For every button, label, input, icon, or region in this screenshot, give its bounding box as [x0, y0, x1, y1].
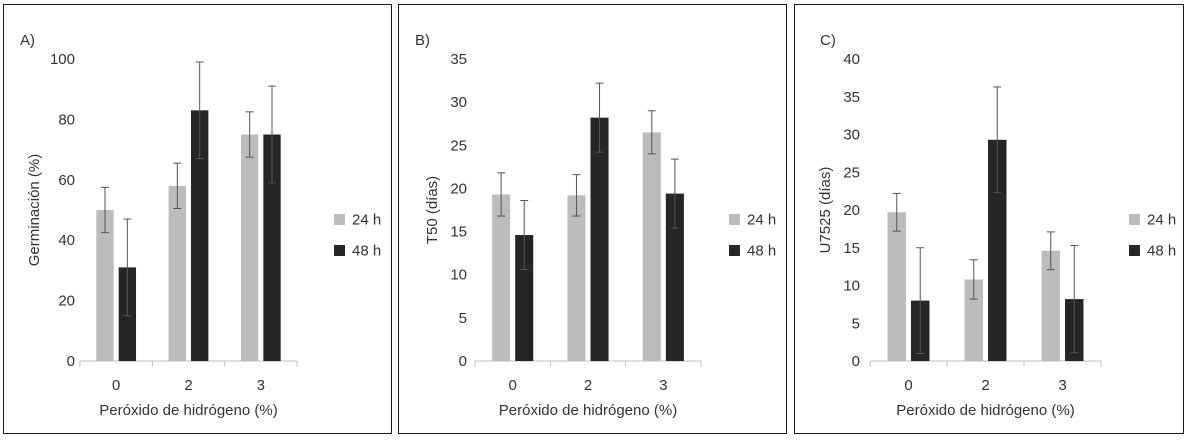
x-tick-label: 2	[981, 377, 989, 394]
y-tick-label: 20	[450, 180, 467, 197]
y-tick-label: 20	[58, 293, 75, 310]
y-tick-label: 30	[450, 94, 467, 111]
bar-48h-2	[590, 117, 609, 361]
bar-24h-2	[964, 279, 983, 361]
legend-label: 48 h	[747, 243, 776, 260]
y-tick-label: 80	[58, 111, 75, 128]
chart-panel-b: B) 0 5 10 15 20 25 30 35 T50 (días) 0 2 3 Peróxido de…	[398, 4, 787, 434]
x-tick-label: 2	[184, 377, 192, 394]
legend-swatch	[729, 245, 740, 256]
bar-48h-2	[988, 139, 1007, 361]
panel-label: A)	[20, 32, 35, 49]
bar-48h-3	[263, 134, 281, 361]
bar-48h-3	[665, 193, 684, 361]
y-tick-label: 25	[843, 164, 860, 181]
legend-label: 24 h	[352, 212, 381, 229]
bar-24h-0	[492, 194, 511, 361]
y-tick-label: 20	[843, 202, 860, 219]
legend-label: 24 h	[1147, 212, 1176, 229]
bar-24h-3	[642, 132, 661, 361]
chart-svg-b: B) 0 5 10 15 20 25 30 35 T50 (días) 0 2 3 Peróxido de…	[415, 32, 776, 419]
x-tick-label: 0	[904, 377, 912, 394]
y-tick-label: 15	[843, 240, 860, 257]
chart-panel-c: C) 0 5 10 15 20 25 30 35 40 U7525 (días) 0 2 3 Peróxid…	[794, 4, 1184, 434]
panel-label: C)	[820, 32, 836, 49]
y-tick-label: 30	[843, 127, 860, 144]
y-axis-title: U7525 (días)	[817, 167, 834, 254]
bar-24h-3	[240, 134, 259, 361]
y-tick-label: 10	[450, 267, 467, 284]
y-tick-label: 35	[450, 51, 467, 68]
y-tick-label: 35	[843, 89, 860, 106]
y-tick-label: 40	[843, 51, 860, 68]
y-tick-label: 0	[852, 353, 860, 370]
x-tick-label: 3	[659, 377, 667, 394]
y-tick-label: 40	[58, 232, 75, 249]
legend-swatch	[1129, 245, 1140, 256]
y-tick-label: 100	[50, 51, 75, 68]
bar-24h-2	[567, 195, 586, 361]
x-axis-title: Peróxido de hidrógeno (%)	[896, 402, 1074, 419]
bar-24h-3	[1041, 250, 1060, 361]
y-axis-title: T50 (días)	[424, 176, 441, 244]
bar-48h-0	[515, 235, 534, 361]
y-tick-label: 60	[58, 172, 75, 189]
legend-swatch	[1129, 214, 1140, 225]
legend-label: 48 h	[352, 243, 381, 260]
panel-label: B)	[415, 32, 430, 49]
legend-swatch	[729, 214, 740, 225]
y-tick-label: 0	[67, 353, 75, 370]
x-axis-title: Peróxido de hidrógeno (%)	[499, 402, 677, 419]
bar-24h-2	[168, 185, 186, 361]
y-tick-label: 10	[843, 278, 860, 295]
y-tick-label: 5	[459, 310, 467, 327]
x-tick-label: 3	[1058, 377, 1066, 394]
chart-svg-c: C) 0 5 10 15 20 25 30 35 40 U7525 (días) 0 2 3 Peróxid…	[817, 32, 1176, 419]
bar-48h-2	[191, 110, 209, 361]
y-axis-title: Germinación (%)	[26, 154, 43, 267]
legend-label: 48 h	[1147, 243, 1176, 260]
y-tick-label: 0	[459, 353, 467, 370]
bar-24h-0	[887, 212, 906, 361]
y-tick-label: 25	[450, 137, 467, 154]
chart-panel-a: A) 0 20 40 60 80 100 Germinación (%) 0 2 3 Peróxido…	[3, 4, 392, 434]
y-tick-label: 15	[450, 224, 467, 241]
y-tick-label: 5	[852, 315, 860, 332]
x-tick-label: 2	[584, 377, 592, 394]
legend-swatch	[334, 214, 345, 225]
legend-label: 24 h	[747, 212, 776, 229]
chart-svg-a: A) 0 20 40 60 80 100 Germinación (%) 0 2 3 Peróxido…	[20, 32, 381, 419]
bar-24h-0	[96, 210, 114, 361]
legend-swatch	[334, 245, 345, 256]
x-axis-title: Peróxido de hidrógeno (%)	[99, 402, 277, 419]
x-tick-label: 3	[257, 377, 265, 394]
x-tick-label: 0	[112, 377, 120, 394]
x-tick-label: 0	[508, 377, 516, 394]
